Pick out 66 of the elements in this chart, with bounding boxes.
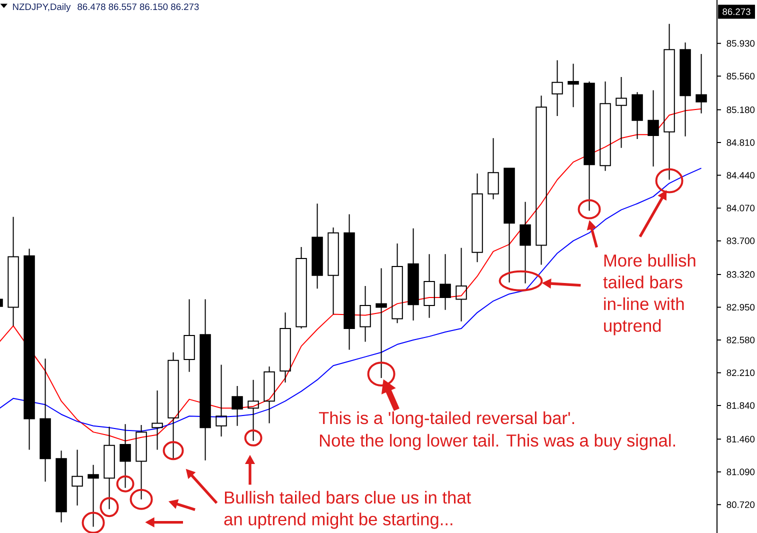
candlestick [360,285,371,342]
candlestick [72,449,83,506]
y-tick-label: 82.210 [726,369,755,376]
y-tick-label: 85.180 [726,106,755,114]
candlestick [200,298,211,461]
candlestick [488,138,499,200]
annotation: Bullish tailed bars clue us in that an uptrend might be starting... [224,490,471,529]
annotation: This is a 'long-tailed reversal bar'. [318,411,574,428]
candlestick [664,23,675,180]
chart-title: NZDJPY,Daily [13,3,71,12]
candlestick [344,214,355,350]
candlestick [536,95,547,266]
annotation: More bullish tailed bars in-line with uptrend [603,254,696,336]
y-tick-label: 85.560 [726,72,755,80]
candlestick [312,203,323,290]
text: 86.273 [722,8,750,15]
y-tick-label: 85.930 [726,40,755,47]
candlestick [104,426,115,510]
y-tick-label: 83.320 [726,271,755,278]
candlestick [8,216,19,326]
candlestick [88,464,99,528]
candlestick [184,298,195,372]
candlestick [424,254,435,318]
y-tick-label: 81.840 [726,402,755,409]
candlestick [120,424,131,488]
candlestick [616,76,627,148]
candlestick [232,386,243,426]
candlestick [392,242,403,324]
candlestick [168,352,179,460]
y-tick-label: 84.440 [726,172,755,179]
candlestick [568,63,579,108]
candlestick [408,228,419,322]
candlestick [40,358,51,482]
candlestick [24,248,35,450]
candlestick [552,60,563,116]
candlestick [56,450,67,523]
candlestick [472,173,483,263]
candlestick [520,201,531,284]
candlestick [152,390,163,450]
y-tick-label: 84.810 [726,139,755,146]
y-tick-label: 82.950 [726,304,755,311]
candlestick [296,246,307,329]
candlestick [584,80,595,212]
candlestick [648,90,659,167]
y-tick-label: 81.460 [726,436,755,442]
annotation: Note the long lower tail. This was a buy signal. [320,434,676,450]
y-tick-label: 84.070 [726,204,755,212]
y-tick-label: 81.090 [726,468,755,476]
chart-subtitle: 86.478 86.557 86.150 86.273 [78,3,199,10]
y-tick-label: 80.720 [726,501,755,508]
candlestick [280,312,291,383]
candlestick [456,247,467,322]
candlestick [328,227,339,315]
candlestick [440,254,451,310]
y-tick-label: 82.580 [726,336,755,344]
candlestick [600,80,611,172]
y-tick-label: 83.700 [726,238,755,244]
candlestick [504,168,515,283]
candlestick [248,379,259,442]
candlestick [216,364,227,437]
candlestick [696,54,707,114]
candlestick [136,424,147,500]
candlestick [376,268,387,379]
candlestick [680,42,691,137]
candlestick [632,92,643,140]
candlestick [264,366,275,424]
